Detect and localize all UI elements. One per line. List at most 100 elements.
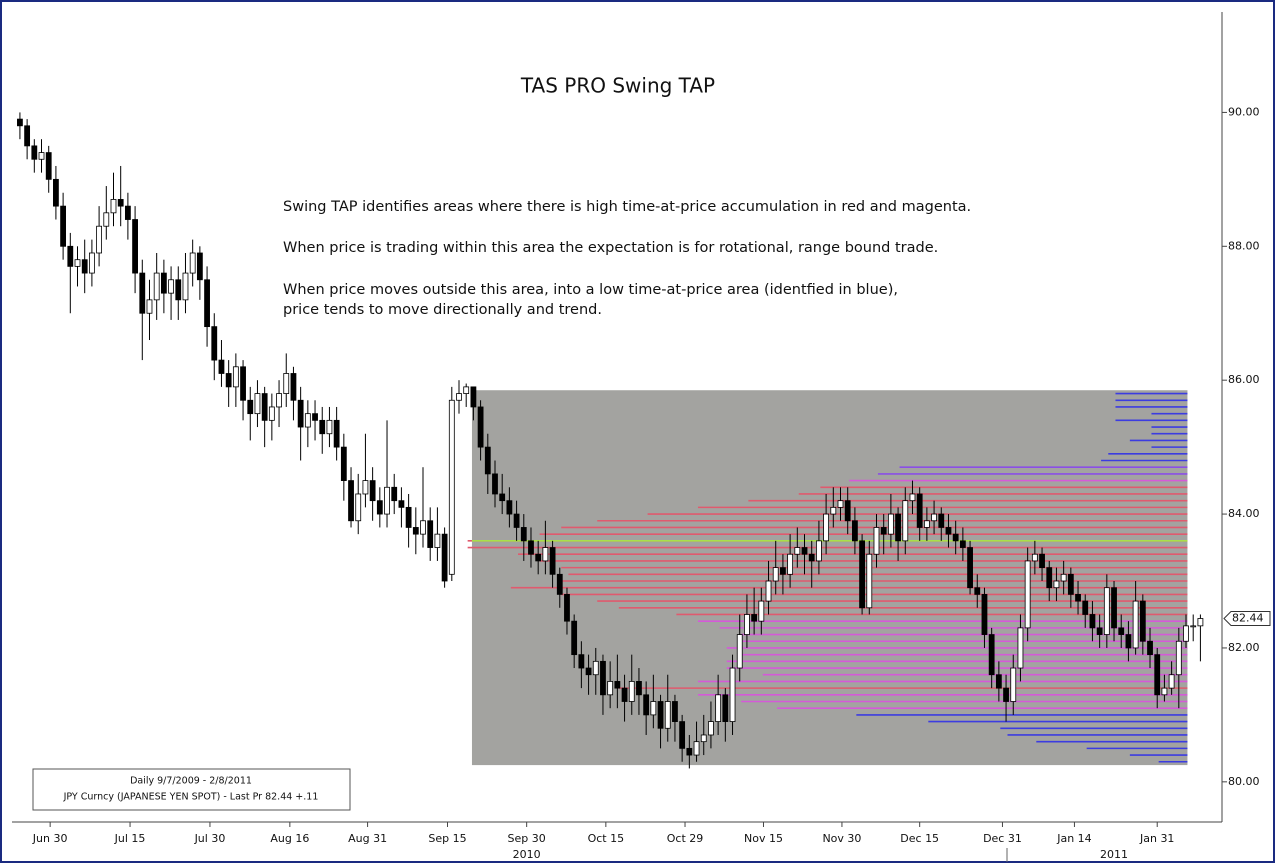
candle-body (53, 178, 59, 207)
candle-body (859, 540, 865, 609)
candle-body (484, 446, 491, 475)
candle-body (916, 493, 923, 528)
info-text: JPY Curncy (JAPANESE YEN SPOT) - Last Pr… (63, 792, 319, 803)
candle-body (427, 520, 434, 548)
candle-body (189, 252, 196, 274)
candle-body (384, 486, 390, 515)
candle-body (391, 486, 398, 502)
candle-body (628, 681, 635, 702)
candle-body (823, 513, 830, 542)
candle-body (369, 480, 376, 502)
y-tick-label: 90.00 (1228, 105, 1260, 118)
candle-body (124, 205, 131, 220)
candle-body (528, 540, 534, 555)
candle-body (887, 513, 894, 535)
candle-body (967, 547, 973, 589)
candle-body (45, 152, 52, 180)
candle-body (974, 587, 981, 595)
candle-body (1096, 627, 1103, 635)
candle-body (405, 506, 412, 528)
y-tick-label: 82.00 (1228, 641, 1260, 654)
candle-body (542, 547, 549, 562)
candle-body (1053, 580, 1060, 589)
candle-body (837, 500, 844, 508)
candle-body (117, 199, 124, 207)
candle-body (499, 493, 506, 502)
candle-body (420, 520, 426, 535)
candle-body (319, 419, 326, 435)
candle-body (103, 212, 110, 227)
candle-body (1125, 634, 1132, 649)
candle-body (520, 527, 527, 542)
candle-body (1024, 560, 1031, 629)
candle-body (463, 386, 470, 394)
candle-body (362, 480, 369, 495)
candle-body (1103, 587, 1110, 635)
x-tick-label: Sep 15 (428, 832, 466, 845)
annotation: When price moves outside this area, into… (283, 282, 898, 298)
candle-body (938, 513, 945, 528)
candle-body (844, 500, 851, 522)
candle-body (38, 152, 45, 160)
x-tick-label: Jul 15 (114, 832, 146, 845)
x-tick-label: Oct 15 (588, 832, 625, 845)
candle-body (851, 520, 858, 542)
candle-body (808, 553, 815, 562)
candle-body (110, 199, 117, 214)
annotation: Swing TAP identifies areas where there i… (283, 199, 971, 215)
candle-body (708, 721, 714, 736)
candle-body (686, 747, 693, 756)
candle-body (355, 493, 362, 522)
candle-body (722, 694, 729, 722)
candle-body (909, 493, 916, 502)
candle-body (268, 406, 275, 421)
candle-body (578, 654, 585, 669)
x-tick-label: Nov 15 (744, 832, 783, 845)
info-box (32, 768, 351, 811)
candle-body (765, 580, 772, 602)
candle-body (780, 567, 786, 575)
candle-body (1046, 567, 1053, 589)
candle-body (1161, 687, 1168, 696)
candle-body (794, 547, 801, 555)
candle-body (715, 694, 722, 722)
candle-body (24, 125, 31, 147)
candle-body (74, 259, 81, 267)
candle-body (952, 533, 959, 542)
candle-body (333, 419, 340, 448)
annotation: price tends to move directionally and tr… (283, 302, 602, 318)
candle-body (456, 393, 462, 401)
x-tick-label: Jan 14 (1056, 832, 1091, 845)
candle-body (664, 701, 671, 729)
candle-body (1183, 625, 1189, 642)
candle-body (1010, 667, 1017, 702)
candle-body (729, 667, 736, 722)
candle-body (564, 593, 570, 622)
candle-body (1060, 573, 1067, 582)
candle-body (1175, 640, 1182, 676)
candle-body (96, 225, 102, 254)
candle-body (398, 500, 405, 508)
candle-body (592, 660, 599, 676)
x-tick-label: Jun 30 (32, 832, 68, 845)
candle-body (1089, 614, 1096, 629)
candle-body (240, 366, 246, 401)
candle-body (931, 513, 937, 522)
candle-body (571, 620, 578, 656)
y-tick-label: 84.00 (1228, 507, 1260, 520)
candle-body (17, 118, 23, 127)
plot (17, 112, 1204, 769)
candle-body (196, 252, 203, 281)
candle-body (758, 600, 765, 622)
candle-body (1039, 553, 1045, 569)
candle-body (376, 500, 383, 515)
candle-body (1190, 625, 1197, 628)
info-text: Daily 9/7/2009 - 2/8/2011 (130, 776, 252, 787)
candle-body (1067, 573, 1074, 595)
candle-body (348, 480, 354, 522)
candle-body (772, 567, 779, 582)
candle-body (650, 701, 657, 716)
y-tick-label: 86.00 (1228, 373, 1260, 386)
candle-body (283, 373, 290, 394)
